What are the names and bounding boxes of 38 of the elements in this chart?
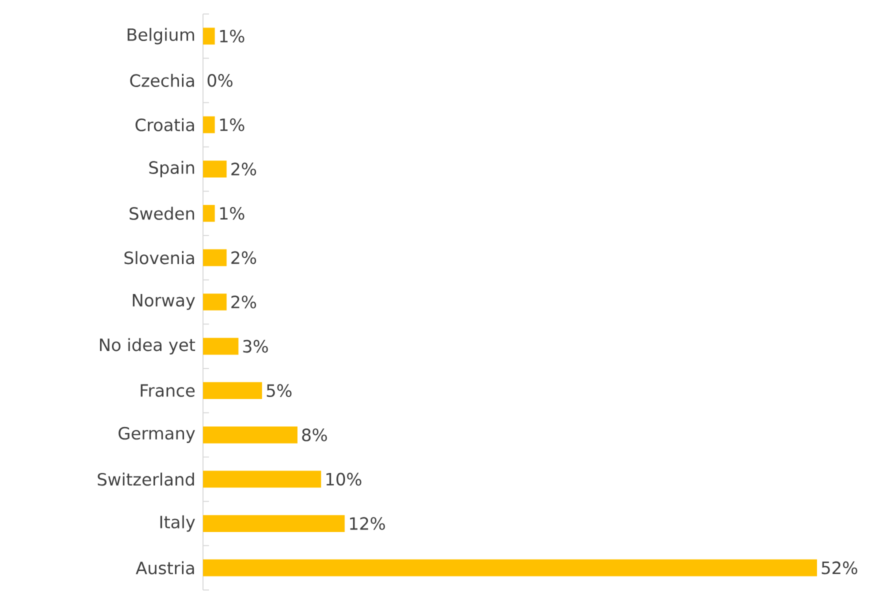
y-tick-label: Slovenia: [124, 251, 194, 264]
y-tick-label: Switzerland: [98, 472, 194, 486]
y-tick-label: Italy: [160, 515, 195, 532]
data-label: 0%: [208, 74, 232, 87]
y-tick-label: Belgium: [128, 28, 194, 44]
y-tick-label: Spain: [149, 160, 194, 178]
data-label: 2%: [231, 251, 256, 264]
bar: [203, 470, 322, 488]
data-label: 5%: [266, 384, 292, 397]
data-label: 8%: [302, 428, 327, 442]
y-tick-label: Austria: [136, 561, 194, 574]
y-tick-label: No idea yet: [100, 338, 196, 354]
y-tick-label: France: [140, 384, 195, 397]
bar: [203, 426, 298, 444]
bar: [203, 382, 262, 400]
bar: [203, 116, 215, 134]
data-label: 1%: [220, 118, 244, 132]
y-tick-label: Norway: [132, 294, 195, 310]
bar: [203, 515, 345, 532]
data-label: 2%: [231, 296, 256, 308]
data-label: 2%: [231, 162, 256, 176]
bar: [203, 338, 238, 355]
data-label: 52%: [822, 561, 858, 574]
data-label: 10%: [326, 472, 362, 486]
data-label: 3%: [243, 340, 268, 353]
y-tick-label: Czechia: [130, 74, 194, 87]
data-label: 12%: [350, 517, 385, 530]
bar: [203, 559, 818, 576]
bar: [203, 249, 227, 266]
y-tick-label: Sweden: [130, 206, 194, 220]
y-tick-label: Croatia: [136, 118, 194, 132]
bar: [203, 294, 227, 310]
bar: [203, 204, 215, 222]
data-label: 1%: [220, 30, 244, 43]
y-tick-label: Germany: [118, 426, 195, 443]
bar: [203, 160, 227, 178]
data-label: 1%: [220, 206, 244, 220]
bar: [203, 28, 215, 45]
